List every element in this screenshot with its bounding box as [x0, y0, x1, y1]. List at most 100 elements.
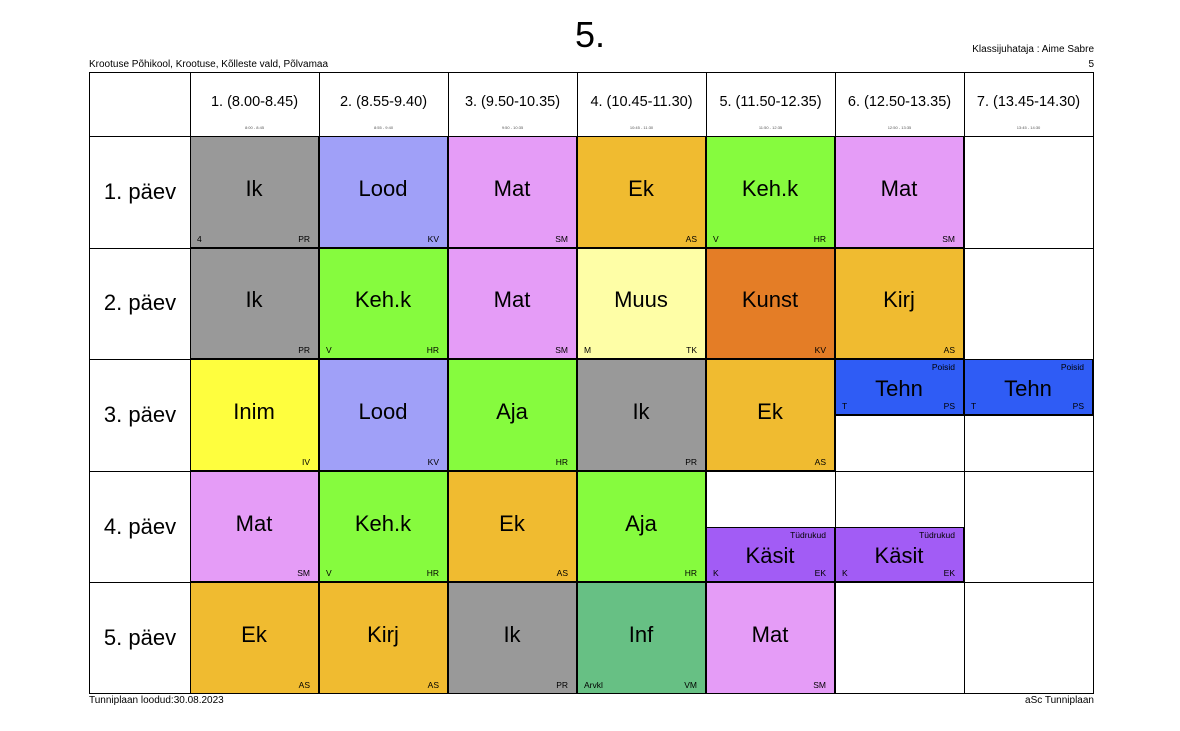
lesson-cell[interactable]: Ek AS — [706, 359, 835, 471]
period-time-2: 8:55 - 9:40 — [373, 125, 394, 130]
lesson-teacher: IV — [301, 456, 310, 467]
lesson-cell[interactable]: Kunst KV — [706, 247, 835, 360]
period-time-5: 11:50 - 12:35 — [758, 125, 783, 130]
grid-vline — [964, 73, 965, 693]
lesson-room: Arvkl — [584, 679, 603, 690]
lesson-subject: Ek — [241, 622, 267, 648]
period-header-5: 5. (11.50-12.35) — [719, 94, 822, 110]
lesson-cell[interactable]: Keh.k V HR — [706, 136, 835, 248]
grid-hline — [90, 136, 1093, 137]
lesson-subject: Keh.k — [354, 287, 412, 313]
lesson-room: T — [842, 400, 848, 411]
lesson-teacher: PR — [298, 233, 310, 244]
lesson-cell[interactable]: Mat SM — [835, 136, 964, 248]
lesson-cell[interactable]: Mat SM — [448, 247, 577, 360]
grid-hline — [90, 582, 1093, 584]
period-time-3: 9:50 - 10:35 — [501, 125, 524, 130]
lesson-cell[interactable]: Kirj AS — [319, 582, 448, 694]
lesson-cell[interactable]: Käsit K EK Tüdrukud — [706, 526, 835, 583]
lesson-teacher: AS — [685, 233, 697, 244]
lesson-subject: Ek — [757, 398, 783, 424]
lesson-teacher: PR — [298, 345, 310, 356]
lesson-teacher: HR — [555, 456, 568, 467]
lesson-subject: Aja — [496, 398, 528, 424]
lesson-subject: Mat — [880, 175, 918, 201]
lesson-teacher: KV — [427, 233, 439, 244]
lesson-cell[interactable]: Ek AS — [448, 470, 577, 583]
lesson-subject: Kirj — [883, 287, 915, 313]
lesson-cell[interactable]: Mat SM — [448, 136, 577, 248]
grid-hline — [90, 470, 1093, 472]
lesson-cell[interactable]: Inim IV — [190, 359, 319, 471]
lesson-cell[interactable]: Ek AS — [577, 136, 706, 248]
software-name: aSc Tunniplaan — [1025, 695, 1094, 706]
lesson-teacher: SM — [297, 568, 310, 579]
lesson-cell[interactable]: Keh.k V HR — [319, 470, 448, 583]
lesson-subject: Kirj — [367, 622, 399, 648]
lesson-teacher: HR — [813, 233, 826, 244]
day-label-2: 2. päev — [103, 290, 177, 316]
lesson-subject: Ek — [499, 510, 525, 536]
day-label-5: 5. päev — [103, 625, 177, 651]
lesson-teacher: KV — [427, 456, 439, 467]
lesson-room: V — [326, 345, 332, 356]
lesson-cell[interactable]: Ek AS — [190, 582, 319, 694]
lesson-teacher: AS — [943, 345, 955, 356]
lesson-cell[interactable]: Muus M TK — [577, 247, 706, 360]
lesson-teacher: SM — [942, 233, 955, 244]
lesson-subject: Ik — [245, 287, 263, 313]
lesson-subject: Käsit — [874, 543, 924, 569]
lesson-subject: Inim — [233, 398, 275, 424]
lesson-cell[interactable]: Kirj AS — [835, 247, 964, 360]
grid-half-hline — [706, 526, 964, 528]
lesson-cell[interactable]: Aja HR — [577, 470, 706, 583]
day-label-4: 4. päev — [103, 513, 177, 539]
lesson-subject: Mat — [235, 510, 273, 536]
lesson-cell[interactable]: Ik 4 PR — [190, 136, 319, 248]
class-number: 5 — [1088, 59, 1094, 70]
lesson-group: Tüdrukud — [790, 529, 826, 540]
lesson-cell[interactable]: Käsit K EK Tüdrukud — [835, 526, 964, 583]
lesson-cell[interactable]: Keh.k V HR — [319, 247, 448, 360]
lesson-teacher: PS — [943, 400, 955, 411]
period-time-4: 10:45 - 11:30 — [629, 125, 654, 130]
lesson-cell[interactable]: Lood KV — [319, 359, 448, 471]
lesson-subject: Ik — [503, 622, 521, 648]
lesson-cell[interactable]: Tehn T PS Poisid — [964, 359, 1093, 415]
lesson-teacher: HR — [426, 568, 439, 579]
period-header-1: 1. (8.00-8.45) — [210, 94, 299, 110]
grid-hline — [90, 247, 1093, 249]
lesson-room: K — [842, 568, 848, 579]
lesson-subject: Kunst — [741, 287, 799, 313]
period-header-4: 4. (10.45-11.30) — [590, 94, 693, 110]
grid-vline — [706, 73, 707, 693]
lesson-teacher: AS — [556, 568, 568, 579]
lesson-subject: Keh.k — [354, 510, 412, 536]
lesson-teacher: TK — [686, 345, 697, 356]
lesson-cell[interactable]: Tehn T PS Poisid — [835, 359, 964, 415]
lesson-cell[interactable]: Aja HR — [448, 359, 577, 471]
lesson-subject: Lood — [358, 398, 408, 424]
lesson-subject: Mat — [493, 287, 531, 313]
lesson-cell[interactable]: Lood KV — [319, 136, 448, 248]
lesson-subject: Ek — [628, 175, 654, 201]
period-header-3: 3. (9.50-10.35) — [464, 94, 561, 110]
lesson-teacher: SM — [813, 679, 826, 690]
lesson-subject: Muus — [614, 287, 668, 313]
school-name: Krootuse Põhikool, Krootuse, Kõlleste va… — [89, 59, 329, 70]
lesson-subject: Tehn — [1004, 376, 1052, 402]
lesson-cell[interactable]: Ik PR — [190, 247, 319, 360]
lesson-room: M — [584, 345, 592, 356]
lesson-cell[interactable]: Ik PR — [448, 582, 577, 694]
lesson-group: Poisid — [1060, 362, 1084, 373]
lesson-room: T — [971, 400, 977, 411]
lesson-cell[interactable]: Mat SM — [706, 582, 835, 694]
lesson-cell[interactable]: Mat SM — [190, 470, 319, 583]
lesson-teacher: HR — [426, 345, 439, 356]
grid-vline — [319, 73, 320, 693]
lesson-cell[interactable]: Ik PR — [577, 359, 706, 471]
grid-vline — [190, 73, 191, 693]
lesson-teacher: HR — [684, 568, 697, 579]
grid-hline — [90, 359, 1093, 361]
lesson-cell[interactable]: Inf Arvkl VM — [577, 582, 706, 694]
